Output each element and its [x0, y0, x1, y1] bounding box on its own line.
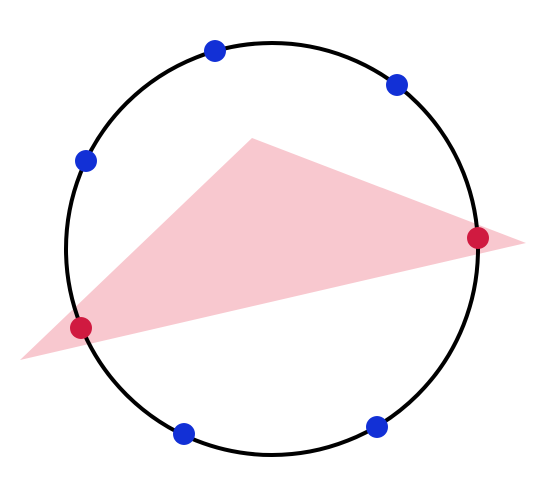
point-blue-lower-right [366, 416, 388, 438]
point-blue-upper-right [386, 74, 408, 96]
point-red-left [70, 317, 92, 339]
point-blue-lower-left [173, 423, 195, 445]
point-red-right [467, 227, 489, 249]
points-layer [70, 40, 489, 445]
point-blue-top [204, 40, 226, 62]
point-blue-upper-left [75, 150, 97, 172]
pink-triangle [20, 138, 526, 360]
